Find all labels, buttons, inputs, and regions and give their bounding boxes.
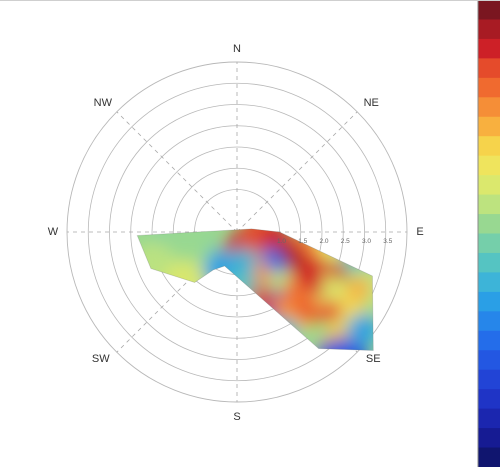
colorbar-segment (478, 58, 500, 79)
direction-label-ne: NE (364, 97, 379, 109)
heatmap-speckle (350, 300, 365, 315)
grid-ring (151, 146, 323, 318)
grid-ring (109, 104, 365, 360)
direction-label-s: S (233, 411, 240, 423)
heatmap-speckle (320, 300, 343, 323)
direction-label-sw: SW (92, 353, 110, 365)
direction-label-w: W (48, 226, 59, 238)
colorbar-segment (478, 214, 500, 235)
colorbar-segment (478, 408, 500, 430)
polar-grid (66, 61, 408, 403)
colorbar-segment (478, 252, 500, 274)
colorbar-segment (478, 77, 500, 99)
colorbar-segment (478, 447, 500, 467)
radial-tick-label: 1.5 (298, 238, 307, 245)
direction-label-e: E (416, 226, 423, 238)
colorbar-segment (478, 38, 500, 60)
heatmap-speckle (329, 261, 348, 280)
colorbar-segment (478, 350, 500, 371)
colorbar-segment (478, 175, 500, 196)
heatmap-speckle (271, 297, 294, 320)
grid-ring (87, 82, 387, 382)
colorbar-segment (478, 0, 500, 21)
data-region-outline (136, 228, 374, 351)
direction-label-n: N (233, 43, 241, 55)
heatmap-hotspot (314, 338, 365, 351)
radial-tick-label: 2.5 (341, 238, 350, 245)
colorbar-segment (478, 330, 500, 352)
colorbar-segment (478, 272, 500, 293)
colorbar-segment (478, 291, 500, 313)
heatmap-hotspot (164, 228, 217, 263)
colorbar-segment (478, 369, 500, 391)
heatmap-hotspot (229, 247, 258, 276)
direction-labels: N NE E SE S SW W NW (48, 43, 424, 423)
colorbar-segment (478, 19, 500, 40)
heatmap-blobs (137, 228, 374, 351)
colorbar-segment (478, 428, 500, 449)
colorbar-segment (478, 97, 500, 118)
heatmap-speckle (297, 306, 316, 325)
radial-tick-label: 1.0 (277, 238, 286, 245)
data-region-boundary (136, 228, 374, 351)
colorbar-segment (478, 311, 500, 332)
colorbar-segment (478, 136, 500, 157)
colorbar-segment (478, 389, 500, 410)
colorbar-segment (478, 233, 500, 254)
colorbar-segment (478, 155, 500, 177)
heatmap-hotspot (346, 314, 374, 347)
direction-label-se: SE (366, 353, 381, 365)
radial-tick-label: 3.0 (362, 238, 371, 245)
heatmap-speckle (345, 275, 372, 302)
colorbar-segment (478, 116, 500, 138)
grid-ring (172, 167, 302, 297)
radial-tick-label: 2.0 (319, 238, 328, 245)
heatmap-layer (137, 228, 374, 351)
heatmap-speckle (310, 281, 325, 296)
radial-tick-label: 3.5 (383, 238, 392, 245)
top-divider (0, 0, 500, 1)
colorbar (477, 0, 500, 467)
colorbar-segment (478, 194, 500, 216)
radial-tick-labels: 1.0 1.5 2.0 2.5 3.0 3.5 (277, 238, 393, 245)
heatmap-speckle (297, 261, 324, 288)
direction-label-nw: NW (94, 97, 113, 109)
